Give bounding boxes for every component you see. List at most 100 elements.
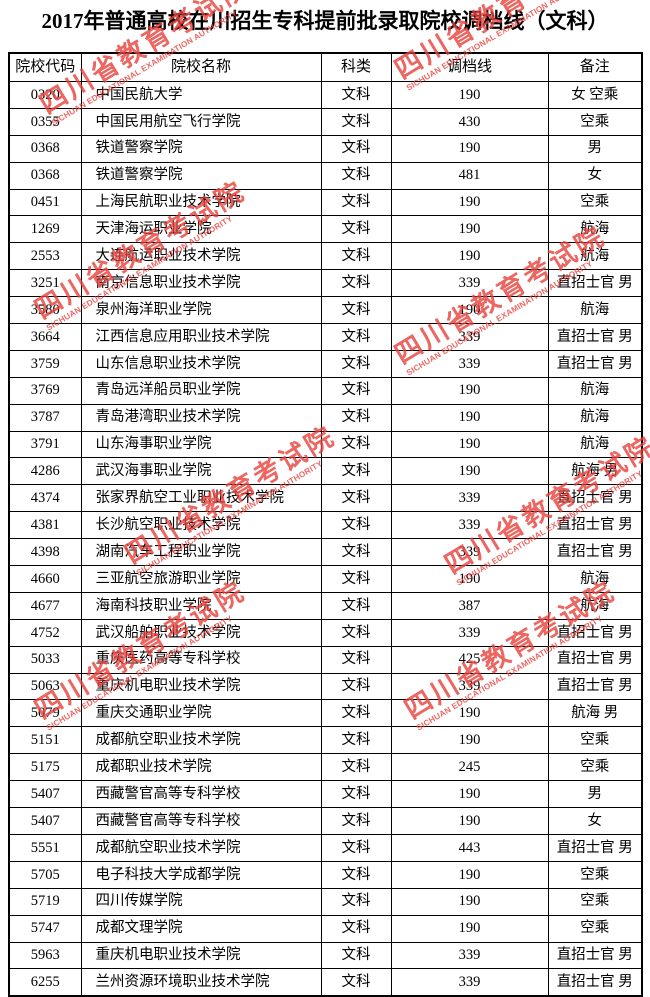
cell-remark: 航海 (547, 215, 643, 244)
cell-subject-type: 文科 (320, 161, 392, 190)
cell-subject-type: 文科 (320, 807, 392, 835)
cell-school-code: 5033 (8, 645, 82, 674)
cell-school-code: 0368 (8, 134, 82, 163)
cell-score-line: 387 (390, 591, 549, 620)
cell-score-line: 339 (390, 672, 549, 701)
table-row: 3787 青岛港湾职业技术学院 文科 190 航海 (8, 403, 643, 432)
cell-school-code: 5551 (8, 833, 82, 862)
table-row: 3251 南京信息职业技术学院 文科 339 直招士官 男 (8, 269, 643, 298)
cell-subject-type: 文科 (320, 511, 392, 540)
cell-remark: 空乘 (547, 188, 643, 217)
cell-remark: 航海 男 (547, 699, 643, 728)
table-row: 5747 成都文理学院 文科 190 空乘 (8, 914, 643, 943)
cell-score-line: 190 (390, 860, 549, 889)
cell-remark: 航海 (547, 430, 643, 459)
table-row: 5551 成都航空职业技术学院 文科 443 直招士官 男 (8, 833, 643, 862)
cell-subject-type: 文科 (320, 403, 392, 432)
table-row: 2553 大连航运职业技术学院 文科 190 航海 (8, 242, 643, 271)
cell-school-name: 西藏警官高等专科学校 (80, 807, 322, 835)
cell-remark: 空乘 (547, 753, 643, 782)
cell-score-line: 339 (390, 269, 549, 298)
table-body: 0320 中国民航大学 文科 190 女 空乘 0355 中国民用航空飞行学院 文科 430 空乘… (8, 81, 643, 997)
table-row: 0368 铁道警察学院 文科 190 男 (8, 134, 643, 163)
cell-subject-type: 文科 (320, 565, 392, 593)
cell-school-code: 5407 (8, 807, 82, 835)
table-row: 5407 西藏警官高等专科学校 文科 190 女 (8, 807, 643, 835)
cell-remark: 男 (547, 780, 643, 809)
cell-school-name: 成都航空职业技术学院 (80, 833, 322, 862)
cell-score-line: 190 (390, 81, 549, 109)
cell-score-line: 339 (390, 968, 549, 997)
cell-subject-type: 文科 (320, 672, 392, 701)
cell-school-name: 长沙航空职业技术学院 (80, 511, 322, 540)
cell-school-name: 兰州资源环境职业技术学院 (80, 968, 322, 997)
cell-score-line: 190 (390, 887, 549, 916)
cell-school-code: 5079 (8, 699, 82, 728)
cell-subject-type: 文科 (320, 323, 392, 351)
table-row: 1269 天津海运职业学院 文科 190 航海 (8, 215, 643, 244)
table-row: 5151 成都航空职业技术学院 文科 190 空乘 (8, 726, 643, 755)
cell-score-line: 339 (390, 484, 549, 513)
cell-school-name: 海南科技职业学院 (80, 591, 322, 620)
cell-remark: 男 (547, 134, 643, 163)
cell-school-code: 3251 (8, 269, 82, 298)
cell-score-line: 190 (390, 807, 549, 835)
cell-subject-type: 文科 (320, 780, 392, 809)
cell-subject-type: 文科 (320, 968, 392, 997)
cell-school-code: 3580 (8, 296, 82, 325)
cell-score-line: 339 (390, 941, 549, 970)
cell-school-code: 3664 (8, 323, 82, 351)
cell-school-code: 0368 (8, 161, 82, 190)
cell-remark: 直招士官 男 (547, 269, 643, 298)
cell-remark: 直招士官 男 (547, 968, 643, 997)
table-row: 0451 上海民航职业技术学院 文科 190 空乘 (8, 188, 643, 217)
table-row: 4752 武汉船舶职业技术学院 文科 339 直招士官 男 (8, 618, 643, 647)
table-row: 3791 山东海事职业学院 文科 190 航海 (8, 430, 643, 459)
cell-school-name: 铁道警察学院 (80, 134, 322, 163)
cell-school-code: 0451 (8, 188, 82, 217)
cell-school-code: 3759 (8, 349, 82, 378)
column-header-type: 科类 (320, 52, 392, 82)
table-row: 4677 海南科技职业学院 文科 387 航海 (8, 591, 643, 620)
cell-school-name: 青岛远洋船员职业学院 (80, 376, 322, 405)
table-row: 0320 中国民航大学 文科 190 女 空乘 (8, 81, 643, 109)
cell-school-name: 青岛港湾职业技术学院 (80, 403, 322, 432)
cell-school-name: 上海民航职业技术学院 (80, 188, 322, 217)
cell-school-code: 5963 (8, 941, 82, 970)
cell-school-name: 西藏警官高等专科学校 (80, 780, 322, 809)
cell-school-code: 4398 (8, 538, 82, 567)
table-row: 6255 兰州资源环境职业技术学院 文科 339 直招士官 男 (8, 968, 643, 997)
cell-school-name: 大连航运职业技术学院 (80, 242, 322, 271)
score-table-container: 院校代码 院校名称 科类 调档线 备注 0320 中国民航大学 文科 190 女 空乘 0… (8, 52, 643, 997)
cell-remark: 航海 (547, 376, 643, 405)
cell-score-line: 190 (390, 403, 549, 432)
cell-school-code: 3769 (8, 376, 82, 405)
cell-school-code: 6255 (8, 968, 82, 997)
cell-school-name: 重庆机电职业技术学院 (80, 941, 322, 970)
cell-school-name: 山东海事职业学院 (80, 430, 322, 459)
cell-school-name: 重庆交通职业学院 (80, 699, 322, 728)
cell-subject-type: 文科 (320, 188, 392, 217)
table-row: 5063 重庆机电职业技术学院 文科 339 直招士官 男 (8, 672, 643, 701)
cell-remark: 航海 (547, 296, 643, 325)
table-row: 4660 三亚航空旅游职业学院 文科 190 航海 (8, 565, 643, 593)
table-row: 3664 江西信息应用职业技术学院 文科 339 直招士官 男 (8, 323, 643, 351)
cell-school-name: 成都航空职业技术学院 (80, 726, 322, 755)
cell-remark: 空乘 (547, 914, 643, 943)
cell-school-code: 5705 (8, 860, 82, 889)
cell-school-name: 湖南汽车工程职业学院 (80, 538, 322, 567)
table-header-row: 院校代码 院校名称 科类 调档线 备注 (8, 52, 643, 82)
table-row: 4381 长沙航空职业技术学院 文科 339 直招士官 男 (8, 511, 643, 540)
table-row: 5705 电子科技大学成都学院 文科 190 空乘 (8, 860, 643, 889)
cell-remark: 空乘 (547, 887, 643, 916)
cell-subject-type: 文科 (320, 645, 392, 674)
cell-school-code: 3791 (8, 430, 82, 459)
cell-remark: 直招士官 男 (547, 511, 643, 540)
cell-school-code: 1269 (8, 215, 82, 244)
table-row: 4374 张家界航空工业职业技术学院 文科 339 直招士官 男 (8, 484, 643, 513)
cell-remark: 航海 (547, 403, 643, 432)
table-row: 3580 泉州海洋职业学院 文科 190 航海 (8, 296, 643, 325)
cell-score-line: 190 (390, 296, 549, 325)
cell-school-name: 三亚航空旅游职业学院 (80, 565, 322, 593)
cell-school-name: 成都职业技术学院 (80, 753, 322, 782)
